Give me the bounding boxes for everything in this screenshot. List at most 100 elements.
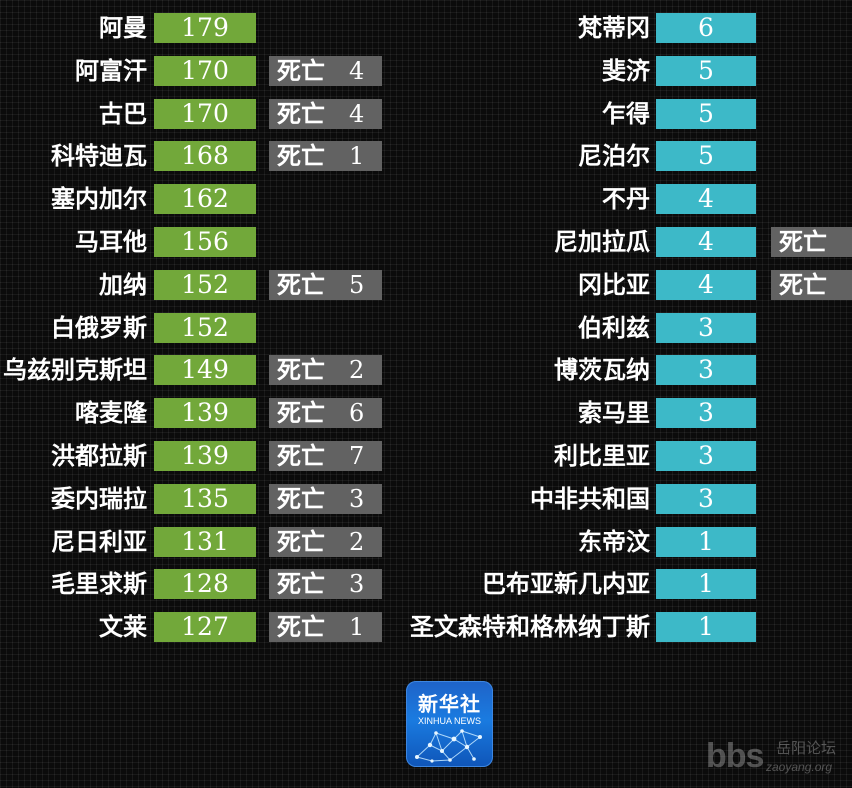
- death-count-box: 死亡1: [771, 227, 852, 257]
- country-name: 洪都拉斯: [51, 441, 147, 470]
- country-name: 巴布亚新几内亚: [482, 569, 650, 599]
- country-name: 伯利兹: [578, 312, 650, 342]
- case-count-bar: 6: [656, 13, 756, 43]
- country-name: 加纳: [99, 269, 147, 299]
- case-count-bar: 3: [656, 398, 756, 429]
- case-count-bar: 139: [154, 398, 256, 429]
- country-name: 东帝汶: [578, 526, 650, 556]
- death-count-box: 死亡 7: [269, 441, 382, 471]
- death-count: 1: [349, 613, 365, 642]
- country-row: 阿富汗 170 死亡 4: [0, 55, 852, 86]
- country-name: 乍得: [602, 98, 650, 128]
- country-row: 中非共和国 3: [0, 483, 852, 514]
- case-count-bar: 162: [154, 184, 256, 215]
- case-count-bar: 135: [154, 483, 256, 514]
- death-count-box: 死亡 3: [269, 483, 382, 514]
- death-label: 死亡: [277, 55, 325, 85]
- death-count-box: 死亡 2: [269, 355, 382, 386]
- death-label: 死亡: [277, 526, 325, 556]
- death-count-box: 死亡1: [771, 269, 852, 300]
- country-row: 巴布亚新几内亚 1: [0, 569, 852, 600]
- country-name: 毛里求斯: [51, 569, 147, 599]
- country-name: 白俄罗斯: [51, 312, 147, 342]
- country-name: 冈比亚: [578, 269, 650, 299]
- death-label: 死亡: [277, 483, 325, 513]
- case-count-bar: 3: [656, 441, 756, 471]
- death-count: 5: [349, 270, 365, 299]
- case-count-bar: 1: [656, 612, 756, 643]
- country-row: 白俄罗斯 152: [0, 312, 852, 343]
- country-name: 乌兹别克斯坦: [3, 355, 147, 385]
- death-count: 4: [349, 99, 365, 128]
- country-name: 古巴: [99, 98, 147, 128]
- country-name: 尼日利亚: [51, 526, 147, 556]
- country-row: 毛里求斯 128 死亡 3: [0, 569, 852, 600]
- country-name: 委内瑞拉: [51, 483, 147, 513]
- country-row: 圣文森特和格林纳丁斯 1: [0, 612, 852, 643]
- country-row: 斐济 5: [0, 55, 852, 86]
- death-count: 3: [349, 570, 365, 599]
- case-count-bar: 131: [154, 526, 256, 557]
- case-count-bar: 1: [656, 569, 756, 600]
- case-count-bar: 139: [154, 441, 256, 471]
- case-count-bar: 170: [154, 55, 256, 86]
- case-count-bar: 128: [154, 569, 256, 600]
- death-count: 4: [349, 56, 365, 85]
- watermark-forum: 岳阳论坛: [776, 740, 837, 757]
- case-count-bar: 5: [656, 55, 756, 86]
- case-count-bar: 4: [656, 184, 756, 215]
- country-name: 利比里亚: [554, 441, 650, 470]
- case-count-bar: 5: [656, 98, 756, 129]
- death-count: 2: [349, 527, 365, 556]
- case-count-bar: 170: [154, 98, 256, 129]
- case-count-bar: 1: [656, 526, 756, 557]
- death-count: 1: [349, 142, 365, 171]
- country-row: 博茨瓦纳 3: [0, 355, 852, 386]
- country-row: 东帝汶 1: [0, 526, 852, 557]
- case-count-bar: 127: [154, 612, 256, 643]
- death-count-box: 死亡 5: [269, 269, 382, 300]
- country-row: 古巴 170 死亡 4: [0, 98, 852, 129]
- country-name: 尼加拉瓜: [554, 227, 650, 256]
- case-count-bar: 3: [656, 312, 756, 343]
- country-row: 尼日利亚 131 死亡 2: [0, 526, 852, 557]
- logo-subtitle: XINHUA NEWS: [417, 716, 481, 726]
- country-name: 不丹: [602, 184, 650, 214]
- country-name: 斐济: [602, 55, 650, 85]
- death-label: 死亡: [779, 227, 827, 256]
- logo-title: 新华社: [418, 692, 481, 716]
- death-label: 死亡: [277, 612, 325, 642]
- case-count-bar: 5: [656, 141, 756, 172]
- death-count-box: 死亡 4: [269, 98, 382, 129]
- country-name: 科特迪瓦: [51, 141, 147, 171]
- country-row: 伯利兹 3: [0, 312, 852, 343]
- death-count: 6: [349, 399, 365, 428]
- death-label: 死亡: [277, 398, 325, 428]
- country-name: 索马里: [578, 398, 650, 428]
- country-name: 阿富汗: [75, 55, 147, 85]
- country-row: 利比里亚 3: [0, 441, 852, 471]
- case-count-bar: 156: [154, 227, 256, 257]
- death-count-box: 死亡 2: [269, 526, 382, 557]
- death-count-box: 死亡 1: [269, 612, 382, 643]
- country-row: 文莱 127 死亡 1: [0, 612, 852, 643]
- death-label: 死亡: [277, 569, 325, 599]
- country-row: 乌兹别克斯坦 149 死亡 2: [0, 355, 852, 386]
- death-count: 7: [349, 442, 365, 470]
- case-count-bar: 152: [154, 312, 256, 343]
- country-row: 尼泊尔 5: [0, 141, 852, 172]
- country-row: 不丹 4: [0, 184, 852, 215]
- country-name: 博茨瓦纳: [554, 355, 650, 385]
- death-count-box: 死亡 4: [269, 55, 382, 86]
- case-count-bar: 179: [154, 13, 256, 43]
- country-row: 科特迪瓦 168 死亡 1: [0, 141, 852, 172]
- country-row: 阿曼 179: [0, 13, 852, 43]
- case-count-bar: 3: [656, 355, 756, 386]
- case-count-bar: 4: [656, 227, 756, 257]
- country-row: 马耳他 156: [0, 227, 852, 257]
- country-name: 梵蒂冈: [578, 13, 650, 42]
- death-label: 死亡: [277, 269, 325, 299]
